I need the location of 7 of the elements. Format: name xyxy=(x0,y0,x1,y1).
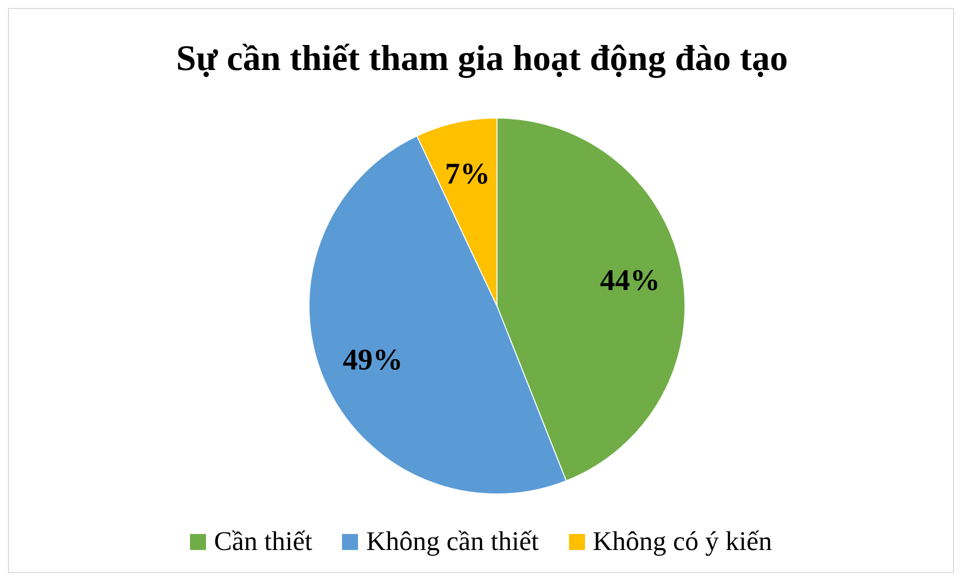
legend-label: Cần thiết xyxy=(214,526,312,557)
data-label: 49% xyxy=(342,343,403,376)
chart-title: Sự cần thiết tham gia hoạt động đào tạo xyxy=(175,37,789,79)
data-label: 7% xyxy=(444,157,490,190)
legend-label: Không cần thiết xyxy=(366,526,539,557)
legend-label: Không có ý kiến xyxy=(592,526,772,557)
data-label: 44% xyxy=(600,264,660,298)
